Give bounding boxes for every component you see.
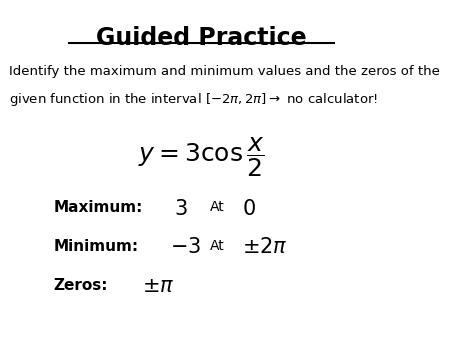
Text: $0$: $0$ bbox=[242, 199, 255, 219]
Text: Identify the maximum and minimum values and the zeros of the: Identify the maximum and minimum values … bbox=[9, 65, 440, 78]
Text: $-3$: $-3$ bbox=[170, 237, 201, 257]
Text: Zeros:: Zeros: bbox=[54, 278, 108, 293]
Text: At: At bbox=[210, 200, 224, 214]
Text: $3$: $3$ bbox=[173, 199, 187, 219]
Text: Minimum:: Minimum: bbox=[54, 239, 138, 254]
Text: $y = 3\cos\dfrac{x}{2}$: $y = 3\cos\dfrac{x}{2}$ bbox=[138, 135, 264, 179]
Text: At: At bbox=[210, 239, 224, 253]
Text: Maximum:: Maximum: bbox=[54, 200, 143, 215]
Text: Guided Practice: Guided Practice bbox=[96, 26, 307, 50]
Text: given function in the interval $\left[-2\pi, 2\pi\right] \rightarrow$ no calcula: given function in the interval $\left[-2… bbox=[9, 91, 378, 108]
Text: $\pm\pi$: $\pm\pi$ bbox=[142, 276, 174, 296]
Text: $\pm 2\pi$: $\pm 2\pi$ bbox=[242, 237, 287, 257]
